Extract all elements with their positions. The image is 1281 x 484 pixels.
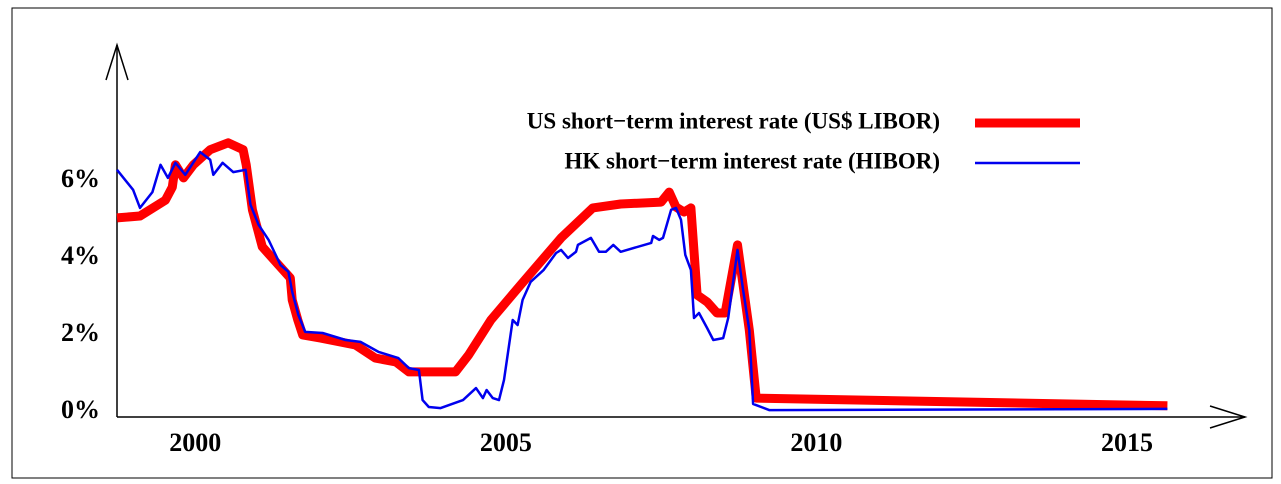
y-tick-label: 4% [61,241,100,270]
legend-label: HK short−term interest rate (HIBOR) [565,148,940,173]
legend-label: US short−term interest rate (US$ LIBOR) [527,108,940,133]
y-arrow [105,42,129,81]
line-series [116,150,1168,412]
line-series [116,138,1168,411]
frame [11,7,1273,479]
y-tick-label: 6% [61,164,100,193]
x-tick-label: 2010 [790,428,842,457]
x-arrow [1209,405,1248,429]
axes [105,42,1248,429]
y-tick-label: 0% [61,395,100,424]
x-tick-label: 2015 [1101,428,1153,457]
x-tick-label: 2005 [480,428,532,457]
x-tick-label: 2000 [169,428,221,457]
y-tick-label: 2% [61,318,100,347]
